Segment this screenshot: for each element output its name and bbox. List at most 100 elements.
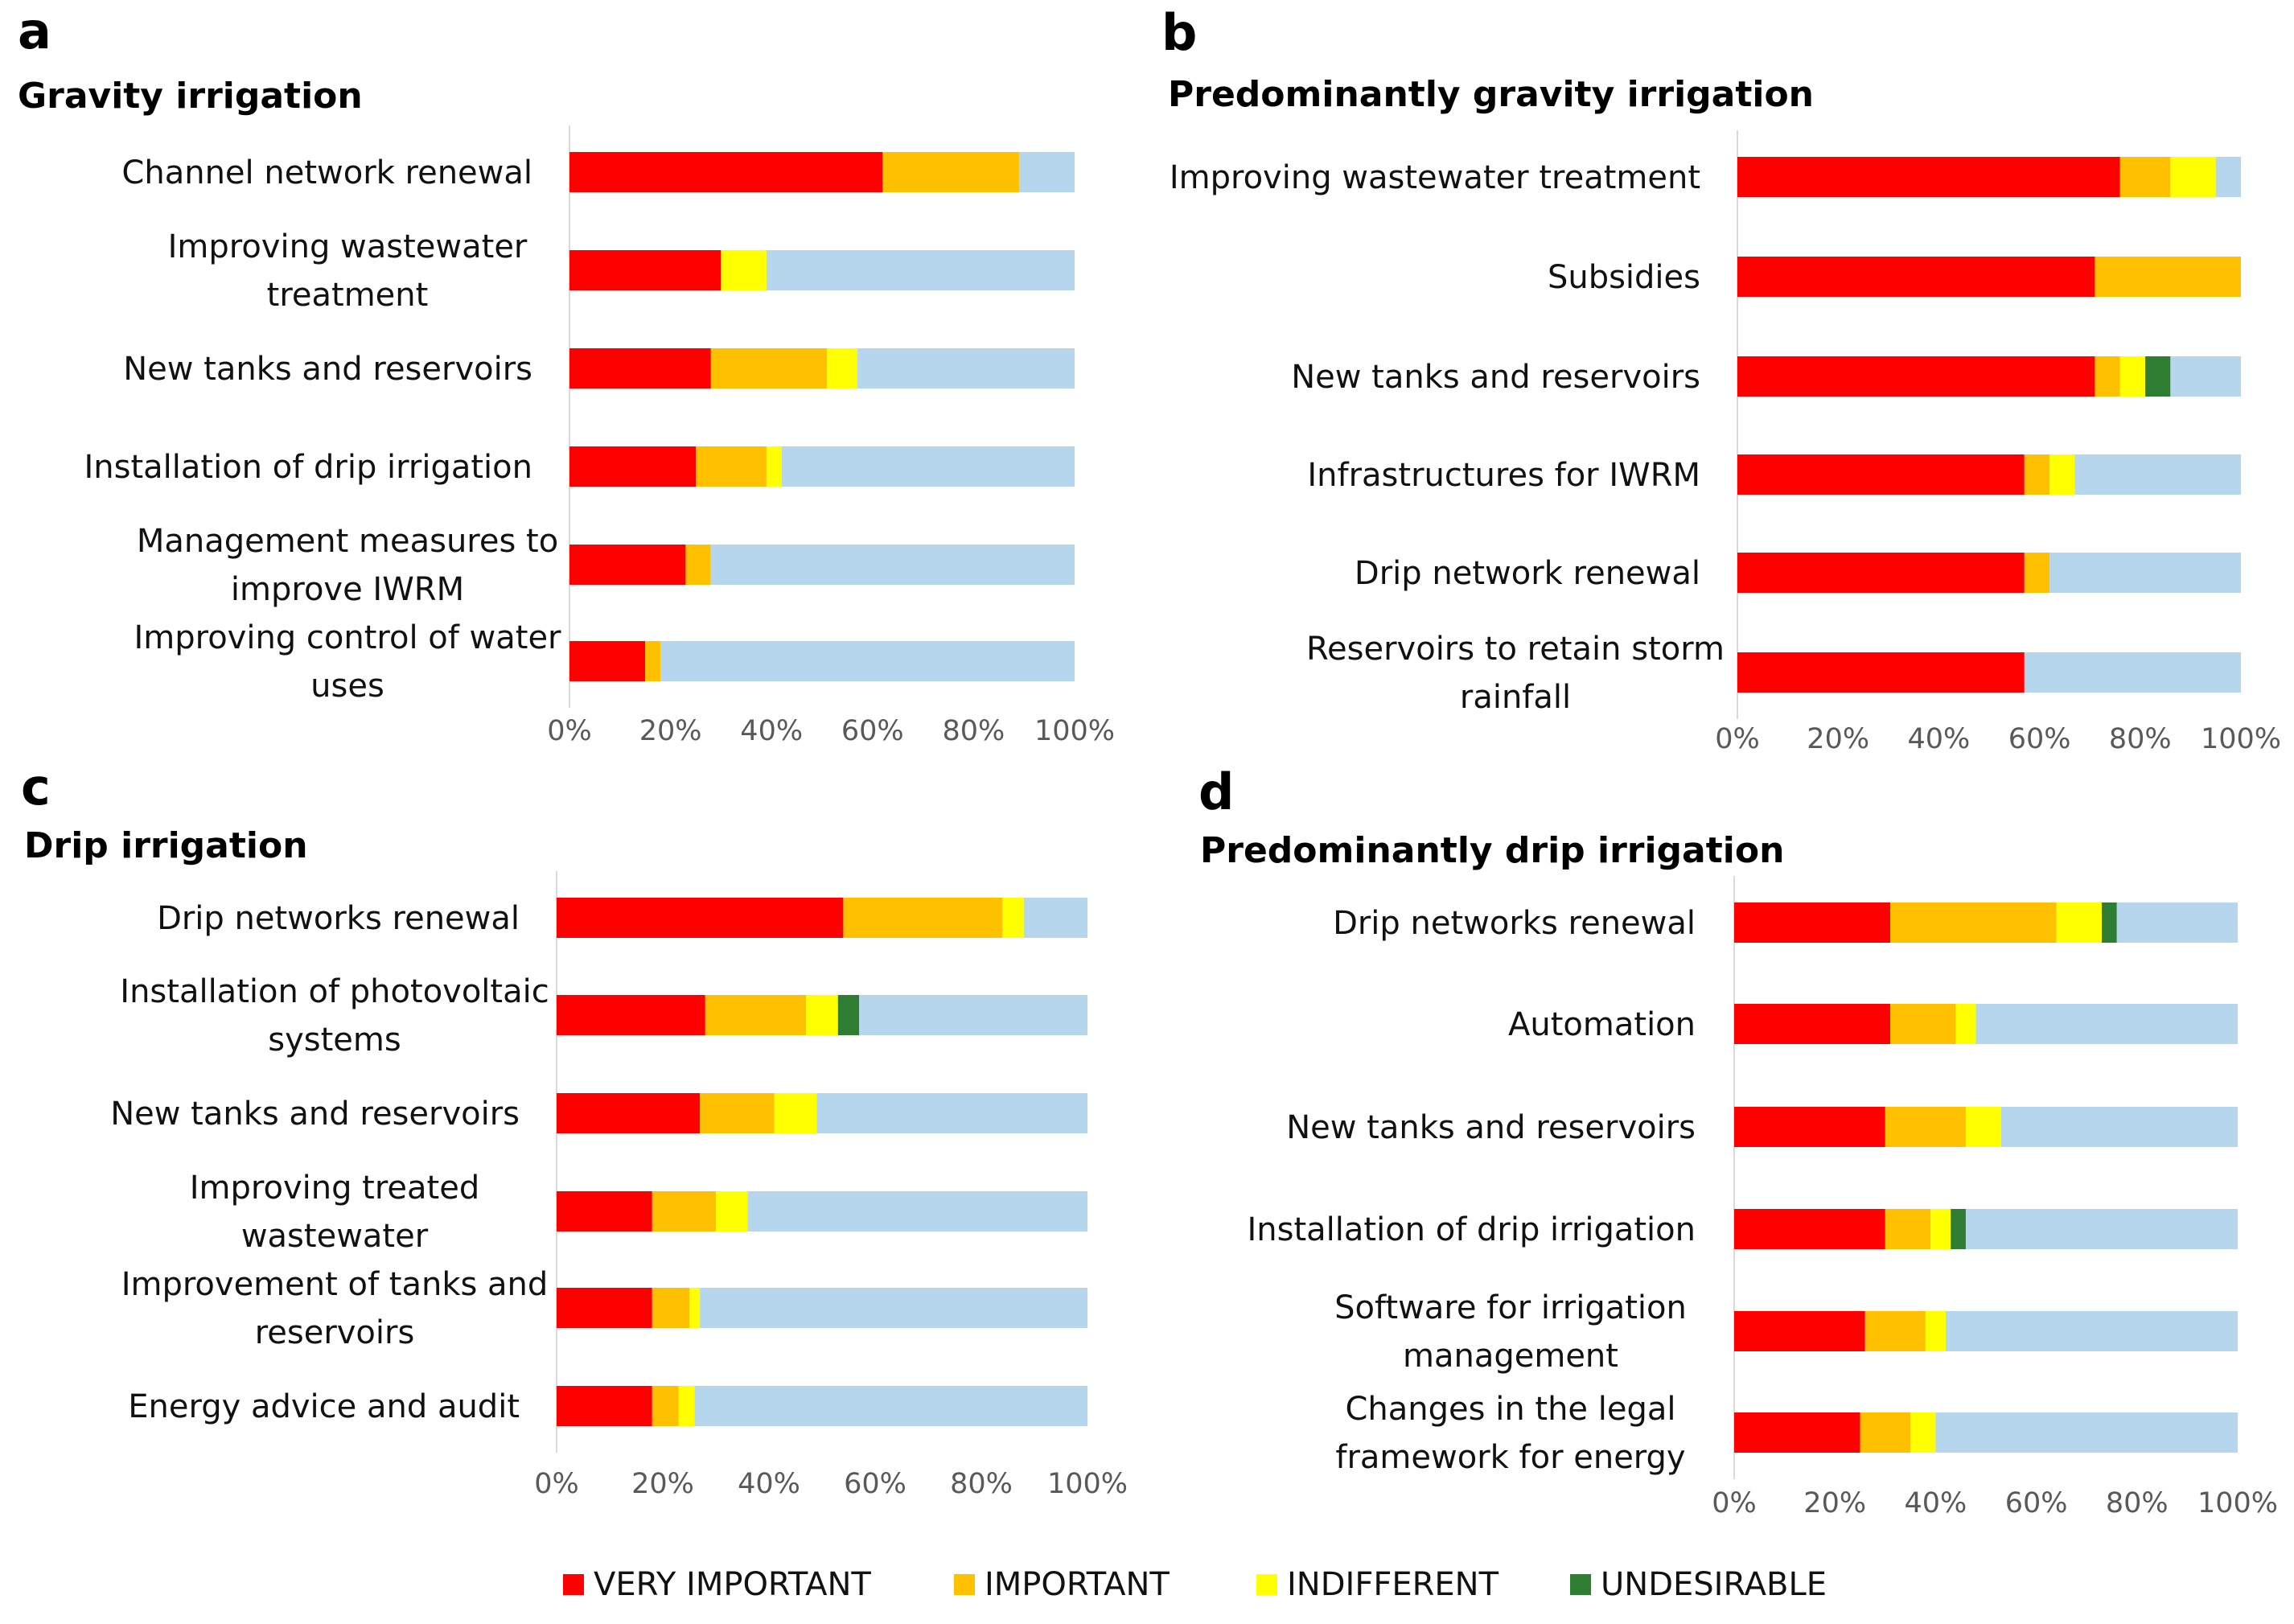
bar-segment-remainder [2215, 157, 2241, 197]
x-tick-label: 0% [1712, 1487, 1757, 1519]
category-label: Improving wastewater treatment [1170, 159, 1700, 196]
bar-segment-important [2024, 454, 2050, 495]
bar-segment-indifferent [1930, 1209, 1951, 1249]
bar-segment-very-important [557, 995, 705, 1035]
bar-segment-remainder [700, 1288, 1087, 1328]
bar-segment-important [652, 1288, 689, 1328]
category-label: New tanks and reservoirs [110, 1096, 520, 1133]
category-label: Automation [1508, 1006, 1696, 1043]
bar-segment-important [2119, 157, 2171, 197]
bar-segment-indifferent [766, 446, 782, 487]
bar-segment-remainder [781, 446, 1075, 487]
bar-segment-remainder [1023, 898, 1087, 938]
bar-segment-important [652, 1191, 716, 1231]
x-tick-label: 60% [2005, 1487, 2068, 1519]
category-label: Channel network renewal [121, 154, 532, 191]
legend-label: VERY IMPORTANT [594, 1566, 871, 1603]
bar-segment-very-important [1737, 553, 2025, 593]
panel-letter: c [21, 758, 51, 816]
legend-item-undesirable: UNDESIRABLE [1570, 1560, 1827, 1609]
bar-segment-important [882, 152, 1019, 192]
legend: VERY IMPORTANT IMPORTANT INDIFFERENT UND… [0, 1560, 2294, 1609]
bar-segment-indifferent [2049, 454, 2075, 495]
bar-segment-very-important [557, 1093, 701, 1133]
bar-segment-indifferent [721, 250, 767, 290]
bar-segment-important [2024, 553, 2050, 593]
x-tick-label: 20% [1803, 1487, 1866, 1519]
bar-segment-indifferent [827, 348, 857, 389]
bar-segment-important [645, 641, 661, 681]
bar-segment-remainder [694, 1386, 1087, 1426]
bar-segment-remainder [1945, 1311, 2238, 1351]
category-label: Drip networks renewal [1333, 905, 1696, 942]
bar-segment-very-important [569, 250, 722, 290]
bar-segment-indifferent [1965, 1107, 2001, 1147]
bar-segment-important [1890, 902, 2057, 943]
bar-segment-remainder [2000, 1107, 2238, 1147]
bar-segment-very-important [569, 641, 646, 681]
bar-segment-important [1885, 1209, 1931, 1249]
bar-segment-indifferent [774, 1093, 817, 1133]
bar-segment-remainder [859, 995, 1087, 1035]
bar-segment-important [1890, 1004, 1956, 1044]
panel-title: Gravity irrigation [18, 76, 363, 117]
bar-segment-remainder [1965, 1209, 2238, 1249]
bar-segment-indifferent [2056, 902, 2102, 943]
legend-label: IMPORTANT [985, 1566, 1170, 1603]
x-tick-label: 40% [1905, 1487, 1967, 1519]
bar-segment-remainder [710, 545, 1075, 585]
x-tick-label: 100% [1047, 1468, 1128, 1500]
x-tick-label: 0% [547, 715, 592, 747]
bar-segment-very-important [1737, 652, 2025, 693]
bar-segment-very-important [557, 1288, 652, 1328]
bar-segment-remainder [1018, 152, 1075, 192]
bar-segment-indifferent [806, 995, 838, 1035]
bar-segment-remainder [816, 1093, 1087, 1133]
legend-swatch [954, 1574, 975, 1595]
bar-segment-very-important [1734, 902, 1891, 943]
bar-segment-remainder [2024, 652, 2241, 693]
category-label: Improving wastewater treatment [168, 228, 528, 314]
x-tick-label: 80% [2106, 1487, 2169, 1519]
panel-title: Predominantly gravity irrigation [1168, 74, 1814, 115]
category-label: Software for irrigation management [1334, 1289, 1687, 1375]
bar-segment-indifferent [678, 1386, 695, 1426]
category-label: Reservoirs to retain storm rainfall [1306, 631, 1725, 716]
bar-segment-remainder [660, 641, 1075, 681]
x-tick-label: 100% [2197, 1487, 2278, 1519]
bar-segment-remainder [766, 250, 1075, 290]
category-label: Changes in the legal framework for energy [1335, 1391, 1685, 1476]
legend-label: INDIFFERENT [1287, 1566, 1499, 1603]
bar-segment-indifferent [2170, 157, 2216, 197]
category-label: New tanks and reservoirs [1286, 1109, 1696, 1146]
bar-segment-very-important [557, 1191, 652, 1231]
category-label: Installation of drip irrigation [84, 449, 532, 486]
legend-item-indifferent: INDIFFERENT [1256, 1560, 1498, 1609]
category-label: Drip networks renewal [157, 900, 520, 937]
bar-segment-very-important [1734, 1004, 1891, 1044]
bar-segment-undesirable [1951, 1209, 1966, 1249]
x-tick-label: 100% [2201, 723, 2281, 755]
category-label: New tanks and reservoirs [123, 351, 532, 388]
panel-letter: d [1198, 763, 1235, 821]
bar-segment-indifferent [1925, 1311, 1946, 1351]
bar-segment-very-important [1734, 1209, 1885, 1249]
category-label: Improvement of tanks and reservoirs [121, 1266, 549, 1351]
bar-segment-important [696, 446, 767, 487]
bar-segment-undesirable [837, 995, 860, 1035]
bar-segment-remainder [857, 348, 1075, 389]
bar-segment-very-important [569, 152, 883, 192]
bar-segment-very-important [1737, 257, 2095, 297]
bar-segment-very-important [557, 1386, 652, 1426]
x-tick-label: 20% [1807, 723, 1869, 755]
x-tick-label: 60% [841, 715, 904, 747]
x-tick-label: 60% [2008, 723, 2071, 755]
category-label: Infrastructures for IWRM [1307, 457, 1700, 494]
category-label: Improving treated wastewater [190, 1170, 480, 1255]
bar-segment-very-important [569, 348, 711, 389]
x-tick-label: 80% [943, 715, 1005, 747]
bar-segment-remainder [2170, 356, 2241, 397]
category-label: Improving control of water uses [134, 619, 561, 705]
